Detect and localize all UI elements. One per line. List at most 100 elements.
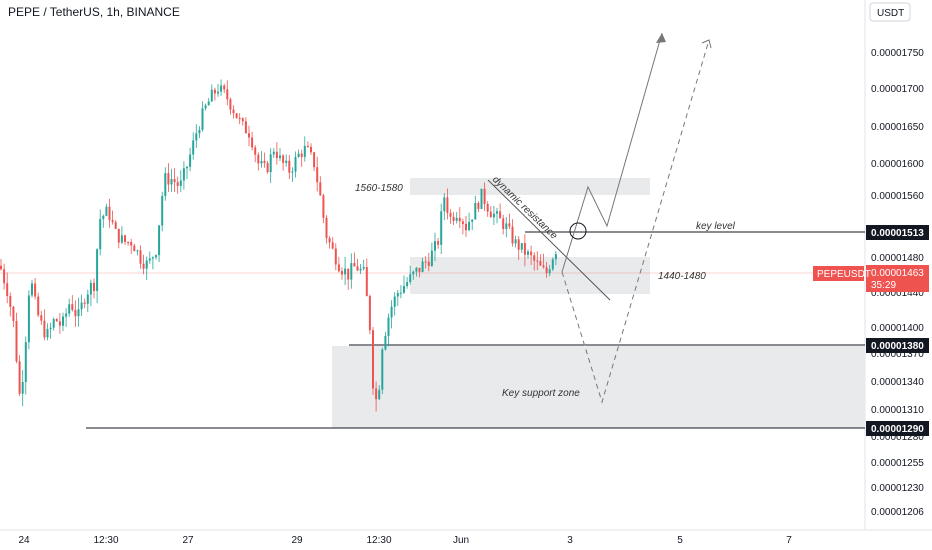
candle-body xyxy=(303,145,306,157)
upper-resistance-zone xyxy=(410,178,650,195)
candle-body xyxy=(12,306,15,322)
candle-body xyxy=(0,265,2,270)
candle-body xyxy=(148,258,151,261)
candle-body xyxy=(297,153,300,157)
candle-body xyxy=(260,160,263,164)
candle-body xyxy=(545,267,548,274)
candle-body xyxy=(195,133,198,141)
candle-body xyxy=(220,85,223,92)
candle-body xyxy=(365,267,368,297)
x-ticks: 24 12:30 27 29 12:30 Jun 3 5 7 xyxy=(18,535,792,546)
candle-body xyxy=(334,248,337,265)
candle-body xyxy=(120,235,123,243)
candle-body xyxy=(77,309,80,317)
candle-body xyxy=(362,267,365,269)
candle-body xyxy=(306,145,309,147)
candle-body xyxy=(207,101,210,106)
candle-body xyxy=(62,316,64,326)
candle-body xyxy=(499,211,502,219)
candle-body xyxy=(15,321,18,362)
currency-button[interactable]: USDT xyxy=(869,2,911,22)
candle-body xyxy=(527,251,529,255)
candle-body xyxy=(437,241,440,245)
candle-body xyxy=(434,241,436,251)
candle-body xyxy=(310,146,312,153)
candle-body xyxy=(68,304,71,314)
candle-body xyxy=(477,202,480,209)
key-level-price: 0.00001513 xyxy=(871,228,924,239)
candle-body xyxy=(155,255,157,258)
candle-body xyxy=(381,349,384,390)
y-tick-label: 0.00001750 xyxy=(871,48,924,59)
candle-body xyxy=(331,242,334,249)
candle-body xyxy=(24,342,27,383)
candle-body xyxy=(74,309,77,317)
candle-body xyxy=(359,268,362,271)
y-tick-label: 0.00001206 xyxy=(871,507,924,518)
candle-body xyxy=(319,182,322,196)
candle-body xyxy=(505,223,508,229)
x-tick-label: 12:30 xyxy=(93,535,118,546)
x-tick-label: Jun xyxy=(453,535,469,546)
candle-body xyxy=(139,250,142,264)
candle-body xyxy=(170,179,173,185)
candle-body xyxy=(368,296,371,331)
chart-title: PEPE / TetherUS, 1h, BINANCE xyxy=(8,5,180,19)
candle-body xyxy=(179,180,182,186)
candle-body xyxy=(34,283,37,297)
candle-body xyxy=(173,179,176,183)
candle-body xyxy=(341,271,343,275)
candle-body xyxy=(86,294,89,304)
candle-body xyxy=(9,296,12,307)
candle-body xyxy=(40,315,43,321)
candle-body xyxy=(248,133,250,138)
candle-body xyxy=(536,260,539,262)
candle-body xyxy=(390,306,393,318)
candle-body xyxy=(244,121,247,134)
y-tick-label: 0.00001370 xyxy=(871,349,924,360)
candle-body xyxy=(117,228,120,243)
dynamic-resistance-line[interactable] xyxy=(487,179,611,301)
candle-body xyxy=(251,137,254,148)
bullish-projection-path[interactable] xyxy=(561,32,663,273)
bearish-projection-path[interactable] xyxy=(561,39,710,404)
symbol-label: PEPEUSDT xyxy=(817,269,871,280)
candle-body xyxy=(294,156,297,172)
candle-body xyxy=(217,91,219,94)
candle-body xyxy=(399,292,402,294)
lower-zone-label: 1440-1480 xyxy=(658,271,706,282)
y-tick-label: 0.00001560 xyxy=(871,191,924,202)
y-tick-label: 0.00001600 xyxy=(871,159,924,170)
y-tick-label: 0.00001310 xyxy=(871,405,924,416)
support-top-price: 0.00001380 xyxy=(871,341,924,352)
y-tick-label: 0.00001480 xyxy=(871,253,924,264)
candle-body xyxy=(43,320,46,338)
candle-body xyxy=(142,263,145,269)
candle-body xyxy=(313,152,316,168)
candles-group xyxy=(0,79,557,412)
candle-body xyxy=(127,241,130,243)
candle-body xyxy=(89,282,92,295)
candle-body xyxy=(18,361,21,394)
candle-body xyxy=(176,182,179,186)
candle-body xyxy=(257,154,260,164)
candle-body xyxy=(161,196,164,226)
symbol-tag: PEPEUSDT xyxy=(813,266,871,281)
support-top-price-tag: 0.00001380 xyxy=(866,338,929,353)
candle-body xyxy=(337,264,340,272)
support-bottom-price: 0.00001290 xyxy=(871,424,924,435)
candle-body xyxy=(492,213,495,218)
candle-body xyxy=(108,206,111,221)
candle-body xyxy=(6,283,9,297)
candle-body xyxy=(468,221,471,231)
candle-body xyxy=(272,151,275,155)
candle-body xyxy=(427,261,430,266)
candle-body xyxy=(322,195,325,218)
candle-body xyxy=(192,140,195,155)
candle-body xyxy=(235,113,238,119)
candle-body xyxy=(533,255,536,261)
candle-body xyxy=(96,249,99,292)
candle-body xyxy=(31,283,33,296)
candle-body xyxy=(37,296,40,316)
